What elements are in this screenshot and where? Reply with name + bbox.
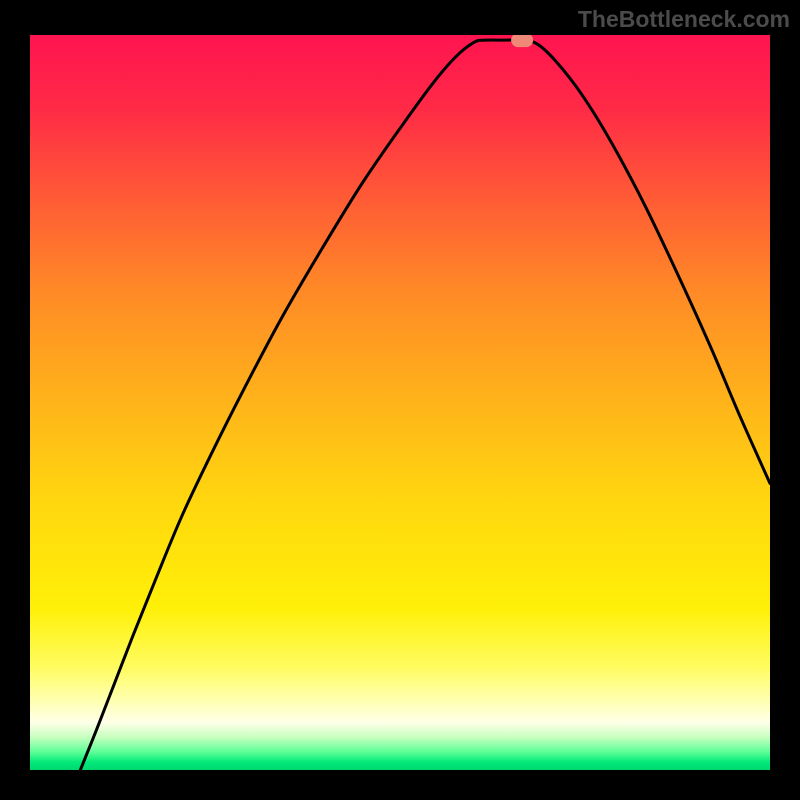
watermark-text: TheBottleneck.com: [578, 6, 790, 33]
plot-area: [30, 35, 770, 770]
chart-container: TheBottleneck.com: [0, 0, 800, 800]
optimal-marker: [511, 35, 533, 47]
bottleneck-curve: [30, 35, 770, 770]
